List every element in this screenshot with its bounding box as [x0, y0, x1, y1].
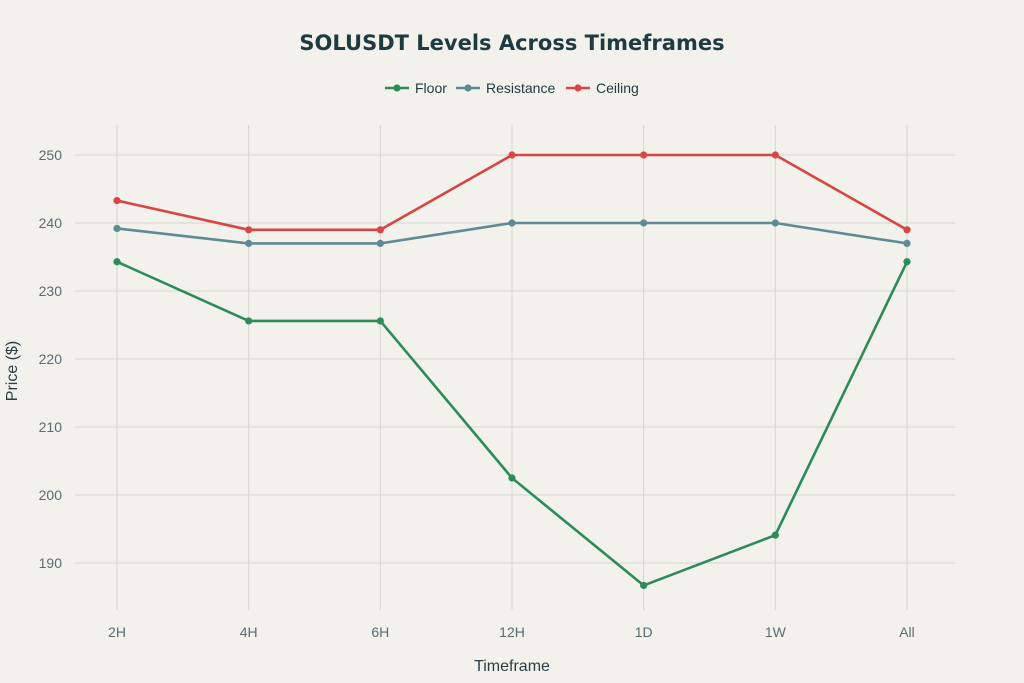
y-axis-ticks: 190 200 210 220 230 240 250 [39, 147, 63, 571]
series-layer [113, 151, 911, 590]
legend-marker [393, 84, 401, 92]
resistance-point[interactable] [508, 219, 516, 227]
series-ceiling[interactable] [113, 151, 911, 234]
ceiling-point[interactable] [903, 226, 911, 234]
ceiling-point[interactable] [508, 151, 516, 159]
ceiling-point[interactable] [113, 196, 121, 205]
resistance-point[interactable] [771, 219, 779, 227]
legend-label: Ceiling [596, 80, 639, 96]
floor-point[interactable] [376, 317, 384, 325]
y-tick-label: 200 [39, 487, 63, 503]
y-tick-label: 250 [39, 147, 63, 163]
floor-point[interactable] [113, 258, 121, 266]
legend-label: Floor [415, 80, 447, 96]
legend[interactable]: Floor Resistance Ceiling [385, 80, 639, 96]
x-tick-label: All [899, 624, 915, 640]
x-tick-label: 12H [499, 624, 525, 640]
floor-point[interactable] [771, 531, 779, 539]
grid [75, 125, 955, 610]
x-tick-label: 1D [635, 624, 653, 640]
legend-label: Resistance [486, 80, 555, 96]
floor-point[interactable] [508, 474, 516, 482]
y-tick-label: 220 [39, 351, 63, 367]
resistance-point[interactable] [245, 239, 253, 247]
x-axis-title: Timeframe [474, 658, 550, 675]
x-tick-label: 1W [765, 624, 787, 640]
y-tick-label: 240 [39, 215, 63, 231]
legend-marker [464, 84, 472, 92]
y-tick-label: 210 [39, 419, 63, 435]
floor-point[interactable] [640, 581, 648, 590]
y-tick-label: 190 [39, 555, 63, 571]
y-axis-title: Price ($) [4, 341, 21, 401]
ceiling-point[interactable] [376, 226, 384, 234]
resistance-point[interactable] [376, 239, 384, 247]
ceiling-point[interactable] [640, 151, 648, 159]
floor-point[interactable] [903, 258, 911, 266]
x-tick-label: 4H [240, 624, 258, 640]
x-tick-label: 6H [371, 624, 389, 640]
legend-marker [574, 84, 582, 92]
chart-title: SOLUSDT Levels Across Timeframes [299, 31, 724, 55]
floor-point[interactable] [245, 317, 253, 325]
y-tick-label: 230 [39, 283, 63, 299]
legend-item-ceiling[interactable]: Ceiling [566, 80, 639, 96]
resistance-point[interactable] [640, 219, 648, 227]
series-resistance[interactable] [113, 219, 911, 247]
ceiling-point[interactable] [771, 151, 779, 159]
legend-item-resistance[interactable]: Resistance [456, 80, 555, 96]
x-tick-label: 2H [108, 624, 126, 640]
legend-item-floor[interactable]: Floor [385, 80, 447, 96]
resistance-point[interactable] [903, 239, 911, 247]
ceiling-point[interactable] [245, 226, 253, 234]
resistance-point[interactable] [113, 224, 121, 233]
x-axis-ticks: 2H 4H 6H 12H 1D 1W All [108, 624, 915, 640]
series-floor[interactable] [113, 258, 911, 590]
